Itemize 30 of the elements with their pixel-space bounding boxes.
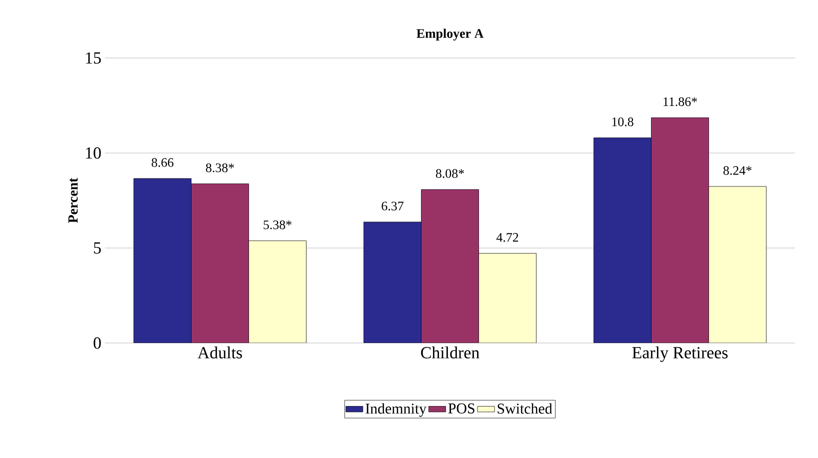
data-label: 8.66 bbox=[152, 158, 174, 167]
y-axis-title: Percent bbox=[68, 178, 78, 223]
legend-label: Switched bbox=[498, 403, 552, 414]
bar bbox=[248, 240, 306, 343]
data-label: 8.24* bbox=[723, 166, 752, 175]
y-tick-label: 0 bbox=[94, 337, 101, 349]
y-tick-label: 5 bbox=[94, 242, 101, 254]
y-tick-label: 10 bbox=[86, 147, 101, 159]
y-tick-label: 15 bbox=[86, 52, 101, 64]
data-label: 6.37 bbox=[382, 202, 404, 210]
chart-title: Employer A bbox=[416, 28, 484, 40]
bar bbox=[191, 184, 249, 343]
bar bbox=[478, 253, 536, 343]
data-label: 8.38* bbox=[206, 163, 234, 172]
data-label: 10.8 bbox=[612, 117, 634, 126]
data-label: 5.38* bbox=[264, 220, 292, 230]
data-label: 8.08* bbox=[436, 169, 464, 178]
bar bbox=[134, 178, 192, 343]
bar bbox=[421, 189, 479, 343]
bar bbox=[364, 222, 422, 343]
x-tick-label: Adults bbox=[198, 346, 242, 358]
data-label: 11.86* bbox=[664, 97, 697, 106]
data-label: 4.72 bbox=[496, 233, 518, 242]
legend-label: Indemnity bbox=[366, 403, 426, 417]
bar bbox=[651, 117, 709, 343]
bar bbox=[708, 186, 766, 343]
x-tick-label: Children bbox=[421, 346, 480, 358]
bar bbox=[594, 138, 652, 343]
x-tick-label: Early Retirees bbox=[632, 346, 728, 362]
legend-label: POS bbox=[448, 403, 474, 414]
